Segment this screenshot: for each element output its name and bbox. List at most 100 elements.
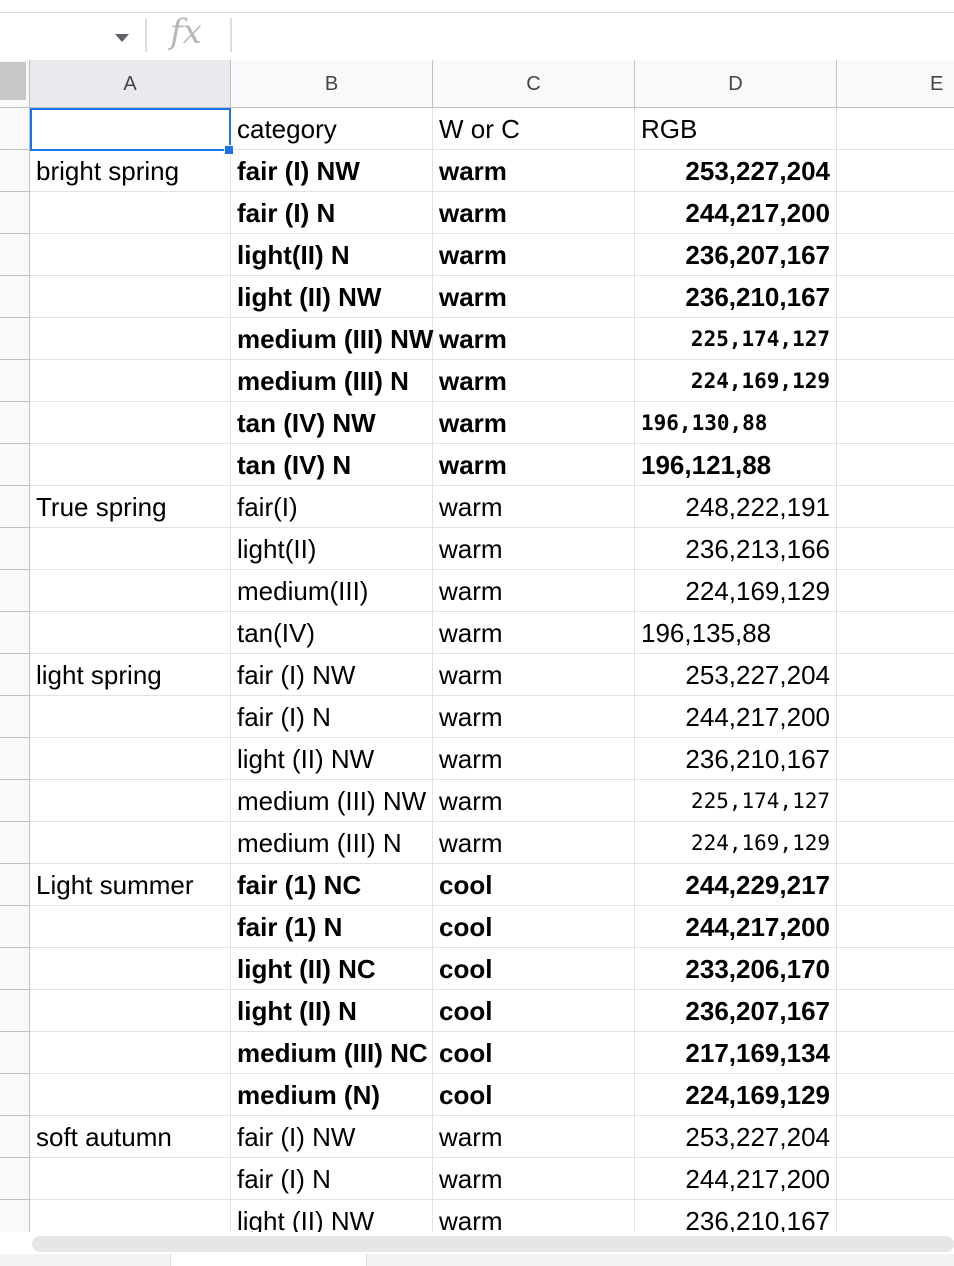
cell-a10[interactable]: True spring	[30, 486, 231, 528]
cell-b5[interactable]: light (II) NW	[231, 276, 433, 318]
cell-d2[interactable]: 253,227,204	[635, 150, 837, 192]
cell-c22[interactable]: cool	[433, 990, 635, 1032]
row-header[interactable]	[0, 402, 30, 444]
cell-a25[interactable]: soft autumn	[30, 1116, 231, 1158]
cell-c14[interactable]: warm	[433, 654, 635, 696]
cell-c24[interactable]: cool	[433, 1074, 635, 1116]
cell-e10[interactable]	[837, 486, 954, 528]
cell-d17[interactable]: 225,174,127	[635, 780, 837, 822]
cell-a11[interactable]	[30, 528, 231, 570]
cell-a8[interactable]	[30, 402, 231, 444]
cell-b6[interactable]: medium (III) NW	[231, 318, 433, 360]
cell-a21[interactable]	[30, 948, 231, 990]
cell-e1[interactable]	[837, 108, 954, 150]
row-header[interactable]	[0, 654, 30, 696]
cell-c23[interactable]: cool	[433, 1032, 635, 1074]
cell-a3[interactable]	[30, 192, 231, 234]
cell-d8[interactable]: 196,130,88	[635, 402, 837, 444]
cell-d3[interactable]: 244,217,200	[635, 192, 837, 234]
cell-a5[interactable]	[30, 276, 231, 318]
column-header-d[interactable]: D	[635, 60, 837, 108]
cell-a17[interactable]	[30, 780, 231, 822]
cell-c25[interactable]: warm	[433, 1116, 635, 1158]
cell-c7[interactable]: warm	[433, 360, 635, 402]
row-header[interactable]	[0, 486, 30, 528]
cell-e12[interactable]	[837, 570, 954, 612]
cell-b19[interactable]: fair (1) NC	[231, 864, 433, 906]
cell-a4[interactable]	[30, 234, 231, 276]
cell-e23[interactable]	[837, 1032, 954, 1074]
column-header-a[interactable]: A	[30, 60, 231, 108]
cell-d10[interactable]: 248,222,191	[635, 486, 837, 528]
cell-e21[interactable]	[837, 948, 954, 990]
cell-a14[interactable]: light spring	[30, 654, 231, 696]
cell-c1[interactable]: W or C	[433, 108, 635, 150]
cell-a1[interactable]	[30, 108, 231, 150]
row-header[interactable]	[0, 612, 30, 654]
cell-b1[interactable]: category	[231, 108, 433, 150]
cell-a7[interactable]	[30, 360, 231, 402]
row-header[interactable]	[0, 1074, 30, 1116]
cell-e27[interactable]	[837, 1200, 954, 1232]
row-header[interactable]	[0, 1032, 30, 1074]
cell-d23[interactable]: 217,169,134	[635, 1032, 837, 1074]
cell-c11[interactable]: warm	[433, 528, 635, 570]
fill-handle[interactable]	[224, 145, 234, 155]
cell-b22[interactable]: light (II) N	[231, 990, 433, 1032]
cell-a24[interactable]	[30, 1074, 231, 1116]
cell-c18[interactable]: warm	[433, 822, 635, 864]
cell-d6[interactable]: 225,174,127	[635, 318, 837, 360]
cell-e15[interactable]	[837, 696, 954, 738]
cell-d13[interactable]: 196,135,88	[635, 612, 837, 654]
cell-e4[interactable]	[837, 234, 954, 276]
cell-c13[interactable]: warm	[433, 612, 635, 654]
cell-b25[interactable]: fair (I) NW	[231, 1116, 433, 1158]
cell-d21[interactable]: 233,206,170	[635, 948, 837, 990]
cell-c4[interactable]: warm	[433, 234, 635, 276]
cell-c20[interactable]: cool	[433, 906, 635, 948]
cell-b10[interactable]: fair(I)	[231, 486, 433, 528]
row-header[interactable]	[0, 822, 30, 864]
cell-d19[interactable]: 244,229,217	[635, 864, 837, 906]
row-header[interactable]	[0, 864, 30, 906]
row-header[interactable]	[0, 318, 30, 360]
cell-d27[interactable]: 236,210,167	[635, 1200, 837, 1232]
cell-a26[interactable]	[30, 1158, 231, 1200]
cell-c12[interactable]: warm	[433, 570, 635, 612]
row-header[interactable]	[0, 738, 30, 780]
formula-input[interactable]	[240, 18, 940, 52]
cell-b23[interactable]: medium (III) NC	[231, 1032, 433, 1074]
column-header-c[interactable]: C	[433, 60, 635, 108]
cell-e25[interactable]	[837, 1116, 954, 1158]
cell-c6[interactable]: warm	[433, 318, 635, 360]
row-header[interactable]	[0, 276, 30, 318]
cell-d12[interactable]: 224,169,129	[635, 570, 837, 612]
cell-d18[interactable]: 224,169,129	[635, 822, 837, 864]
cell-c17[interactable]: warm	[433, 780, 635, 822]
cell-a19[interactable]: Light summer	[30, 864, 231, 906]
cell-b15[interactable]: fair (I) N	[231, 696, 433, 738]
cell-e24[interactable]	[837, 1074, 954, 1116]
cell-a16[interactable]	[30, 738, 231, 780]
cell-c8[interactable]: warm	[433, 402, 635, 444]
cell-a27[interactable]	[30, 1200, 231, 1232]
horizontal-scrollbar[interactable]	[30, 1236, 954, 1254]
cell-b4[interactable]: light(II) N	[231, 234, 433, 276]
cell-a22[interactable]	[30, 990, 231, 1032]
cell-e19[interactable]	[837, 864, 954, 906]
cell-d20[interactable]: 244,217,200	[635, 906, 837, 948]
cell-a15[interactable]	[30, 696, 231, 738]
cell-b2[interactable]: fair (I) NW	[231, 150, 433, 192]
cell-d11[interactable]: 236,213,166	[635, 528, 837, 570]
cell-e3[interactable]	[837, 192, 954, 234]
cell-c5[interactable]: warm	[433, 276, 635, 318]
cell-a9[interactable]	[30, 444, 231, 486]
cell-e18[interactable]	[837, 822, 954, 864]
row-header[interactable]	[0, 570, 30, 612]
row-header[interactable]	[0, 1158, 30, 1200]
cell-e16[interactable]	[837, 738, 954, 780]
row-header[interactable]	[0, 444, 30, 486]
cell-c9[interactable]: warm	[433, 444, 635, 486]
cell-c21[interactable]: cool	[433, 948, 635, 990]
cell-d14[interactable]: 253,227,204	[635, 654, 837, 696]
